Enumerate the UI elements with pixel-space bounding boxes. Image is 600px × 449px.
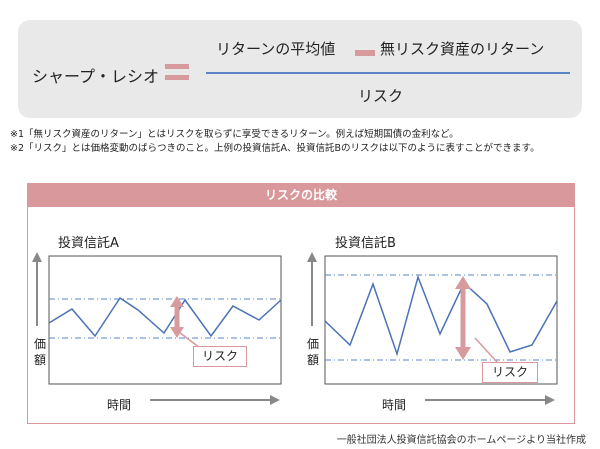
formula-denominator: リスク bbox=[358, 87, 404, 105]
panel-header: リスクの比較 bbox=[28, 184, 574, 207]
chart-a-risk-pointer bbox=[178, 331, 201, 349]
chart-a bbox=[32, 252, 282, 405]
chart-b-risk-arrow-head-top bbox=[455, 276, 471, 289]
minus-sign bbox=[355, 50, 375, 56]
chart-b-risk-label: リスク bbox=[482, 362, 538, 383]
chart-b-risk-arrow-head-bottom bbox=[455, 347, 471, 360]
chart-a-y-axis-label: 価額 bbox=[33, 337, 46, 367]
note-2: ※2「リスク」とは価格変動のばらつきのこと。上例の投資信託A、投資信託Bのリスク… bbox=[10, 143, 540, 154]
chart-b-price-line bbox=[324, 274, 558, 357]
formula-numerator-right: 無リスク資産のリターン bbox=[380, 40, 545, 58]
chart-a-price-line bbox=[48, 296, 282, 338]
equals-sign bbox=[165, 64, 189, 82]
note-1: ※1「無リスク資産のリターン」とはリスクを取らずに享受できるリターン。例えば短期… bbox=[10, 129, 459, 140]
chart-b-risk-pointer bbox=[474, 337, 498, 363]
source-note: 一般社団法人投資信託協会のホームページより当社作成 bbox=[336, 435, 586, 446]
fraction-line bbox=[206, 72, 570, 74]
risk-comparison-panel: リスクの比較 bbox=[27, 183, 575, 424]
chart-b-y-axis-label: 価額 bbox=[306, 337, 319, 367]
chart-b-x-axis-label: 時間 bbox=[382, 398, 407, 412]
formula-numerator-left: リターンの平均値 bbox=[216, 40, 336, 58]
chart-a-risk-arrow-head-bottom bbox=[170, 327, 184, 338]
chart-a-risk-arrow-head-top bbox=[170, 296, 184, 307]
chart-b-title: 投資信託B bbox=[335, 236, 396, 251]
formula-lhs: シャープ・レシオ bbox=[32, 67, 160, 86]
chart-a-risk-label: リスク bbox=[193, 346, 247, 367]
chart-a-x-axis-label: 時間 bbox=[107, 398, 132, 412]
chart-a-title: 投資信託A bbox=[58, 236, 119, 251]
formula-box bbox=[18, 20, 582, 118]
